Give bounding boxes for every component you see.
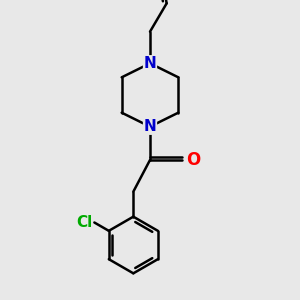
Text: Cl: Cl [76, 215, 93, 230]
Text: O: O [186, 151, 200, 169]
Text: N: N [144, 56, 156, 71]
Text: N: N [144, 119, 156, 134]
